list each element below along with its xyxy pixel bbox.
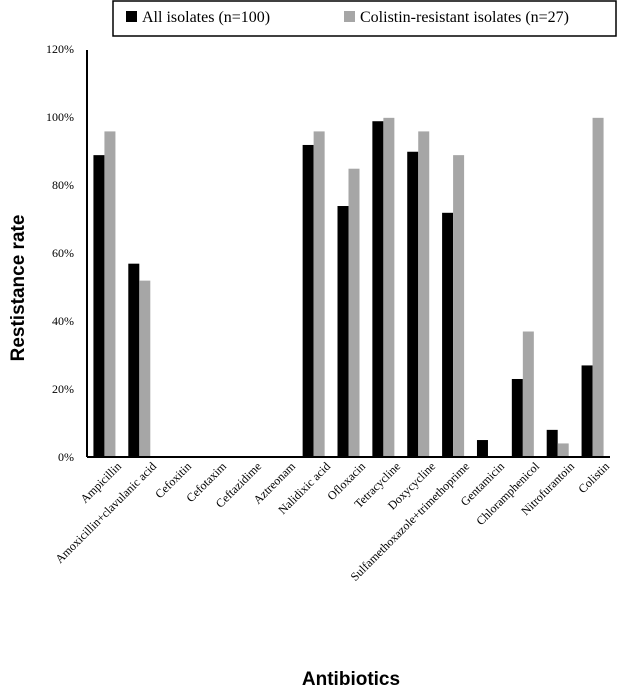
bar-all-isolates	[407, 151, 419, 457]
bar-colistin-resistant	[139, 280, 151, 457]
bar-colistin-resistant	[557, 443, 569, 457]
x-tick-label: Colistin	[575, 459, 612, 496]
bar-all-isolates	[546, 429, 558, 457]
y-axis-title: Restistance rate	[8, 215, 29, 362]
legend-label-colistin-resistant: Colistin-resistant isolates (n=27)	[360, 9, 569, 26]
legend-swatch-all-isolates	[126, 11, 137, 22]
bar-colistin-resistant	[418, 131, 430, 457]
x-tick-labels: Ampicillin Amoxicillin+clavulanic acid C…	[52, 459, 612, 584]
bar-colistin-resistant	[522, 331, 534, 457]
bar-all-isolates	[372, 121, 384, 457]
bar-colistin-resistant	[313, 131, 325, 457]
bar-colistin-resistant	[383, 117, 395, 457]
y-tick-label: 0%	[58, 450, 74, 464]
bar-all-isolates	[511, 378, 523, 457]
x-axis-title: Antibiotics	[302, 669, 400, 689]
bar-colistin-resistant	[104, 131, 116, 457]
bar-all-isolates	[476, 440, 488, 457]
y-tick-label: 40%	[52, 314, 74, 328]
y-tick-label: 80%	[52, 178, 74, 192]
bars	[93, 117, 604, 458]
bar-all-isolates	[442, 212, 454, 457]
legend: All isolates (n=100) Colistin-resistant …	[112, 0, 617, 37]
bar-all-isolates	[337, 206, 349, 457]
legend-label-all-isolates: All isolates (n=100)	[142, 9, 270, 26]
y-tick-labels: 0% 20% 40% 60% 80% 100% 120%	[46, 42, 74, 464]
y-tick-label: 20%	[52, 382, 74, 396]
bar-all-isolates	[581, 365, 593, 457]
bar-colistin-resistant	[453, 155, 465, 457]
legend-swatch-colistin-resistant	[344, 11, 355, 22]
bar-all-isolates	[128, 263, 140, 457]
bar-colistin-resistant	[592, 117, 604, 457]
y-tick-label: 60%	[52, 246, 74, 260]
bar-all-isolates	[93, 155, 105, 457]
bar-all-isolates	[302, 144, 314, 457]
bar-colistin-resistant	[348, 168, 360, 458]
legend-frame	[112, 0, 617, 37]
y-tick-label: 120%	[46, 42, 74, 56]
y-tick-label: 100%	[46, 110, 74, 124]
